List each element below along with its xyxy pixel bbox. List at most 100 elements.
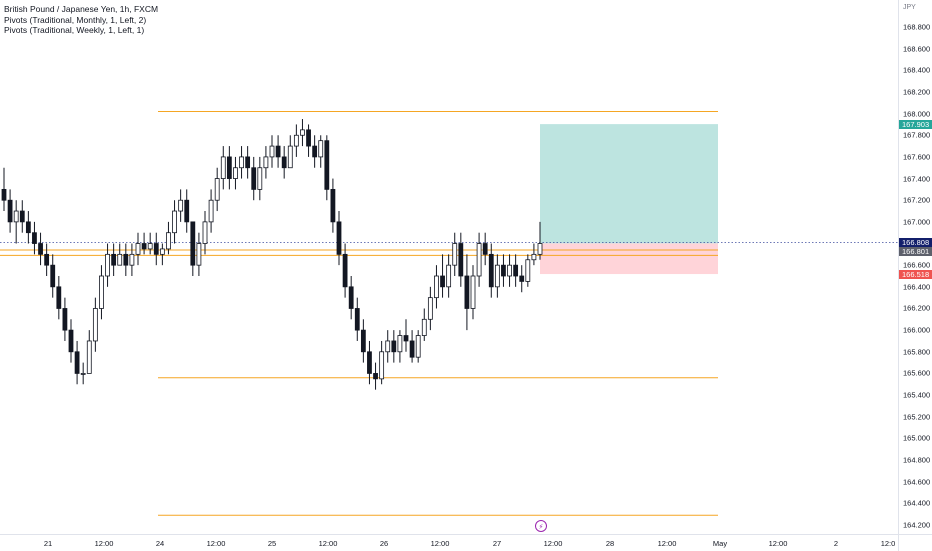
price-tick-label: 168.000 [903,109,931,119]
candle-body [141,243,147,250]
candle-body [281,156,287,169]
candle-body [482,243,488,255]
candle-body [184,199,190,223]
candle-body [531,253,537,261]
time-tick-label: 27 [492,539,502,548]
candle-body [105,253,110,277]
candle-body [226,156,232,179]
lightning-icon [535,520,547,532]
candle-body [287,145,293,169]
price-axis[interactable]: JPY 168.800 168.600 168.400 168.200 168.000 1… [898,0,932,534]
indicator-weekly-pivots[interactable]: Pivots (Traditional, Weekly, 1, Left, 1) [4,25,145,35]
candle-body [153,243,159,255]
candle-body [245,156,251,169]
price-tick-label: 167.800 [903,130,931,140]
stop-price-tag: 166.518 [899,269,932,279]
price-tick-label: 165.400 [903,390,931,400]
candle-body [117,253,123,266]
candle-body [367,351,372,374]
candle-body [537,243,543,255]
time-tick-label: 12:00 [206,539,226,548]
candle-body [324,140,330,190]
candle-body [25,221,31,234]
candle-body [172,210,177,234]
candle-body [196,243,202,266]
candle-body [38,243,43,255]
time-tick-label: 12:00 [94,539,114,548]
candle-body [202,221,208,244]
candle-body [13,210,19,223]
candle-body [397,335,403,353]
candle-body [312,145,318,158]
candle-body [147,243,153,250]
candle-body [330,188,336,223]
candle-body [123,253,129,266]
candle-body [44,253,50,266]
price-tick-label: 166.200 [903,303,931,313]
candle-body [159,248,165,255]
price-tick-label: 167.000 [903,217,931,227]
candle-body [86,340,92,374]
candle-body [300,129,305,136]
candle-body [470,275,476,309]
candle-body [452,243,458,266]
price-tick-label: 166.600 [903,260,931,270]
candle-body [293,134,299,147]
candle-body [7,199,13,223]
candle-body [342,253,348,288]
candle-body [99,275,104,309]
candle-body [415,335,421,358]
candle-body [92,308,98,342]
time-tick-label: 2 [833,539,839,548]
symbol-title[interactable]: British Pound / Japanese Yen, 1h, FXCM [4,4,159,14]
time-tick-label: 12:0 [880,539,896,548]
candle-body [464,275,470,309]
candle-body [507,264,512,277]
price-chart[interactable]: ⚡ [0,0,898,534]
candle-body [233,167,238,179]
target-price-tag: 167.903 [899,119,932,129]
candle-body [391,340,397,353]
candle-body [56,286,62,309]
price-tick-label: 168.800 [903,22,931,32]
chart-legend: British Pound / Japanese Yen, 1h, FXCM P… [4,4,158,36]
time-tick-label: May [712,539,728,548]
price-tick-label: 166.000 [903,325,931,335]
candle-body [488,253,494,288]
chart-area[interactable]: ⚡ British Pound / Japanese Yen, 1h, FXCM… [0,0,898,534]
time-tick-label: 12:00 [657,539,677,548]
time-tick-label: 12:00 [318,539,338,548]
entry-price-tag: 166.801 [899,246,932,256]
time-tick-label: 28 [605,539,615,548]
time-tick-label: 21 [43,539,53,548]
candle-body [19,210,25,223]
candle-body [409,340,415,358]
price-tick-label: 165.800 [903,347,931,357]
axis-corner [898,534,932,551]
lightning-glyph: ⚡ [539,523,544,531]
candle-body [446,264,452,288]
candle-body [501,264,506,277]
price-tick-label: 164.200 [903,520,931,530]
price-tick-label: 167.600 [903,152,931,162]
candle-body [74,351,80,374]
time-tick-label: 24 [155,539,165,548]
candle-body [275,145,281,158]
price-tick-label: 168.400 [903,65,931,75]
candle-body [403,335,409,342]
indicator-monthly-pivots[interactable]: Pivots (Traditional, Monthly, 1, Left, 2… [4,14,147,25]
candle-body [348,286,354,309]
candle-body [62,308,68,331]
price-tick-label: 164.800 [903,455,931,465]
time-axis[interactable]: 21 12:00 24 12:00 25 12:00 26 12:00 27 12:00 28 12:… [0,534,898,551]
candle-body [129,253,135,266]
price-tick-label: 164.600 [903,477,931,487]
time-tick-label: 25 [267,539,277,548]
time-tick-label: 26 [379,539,389,548]
candle-body [494,264,500,288]
candle-body [257,167,263,190]
candle-body [458,243,464,277]
candle-body [360,329,366,353]
candle-body [336,221,342,255]
candle-body [434,275,439,299]
